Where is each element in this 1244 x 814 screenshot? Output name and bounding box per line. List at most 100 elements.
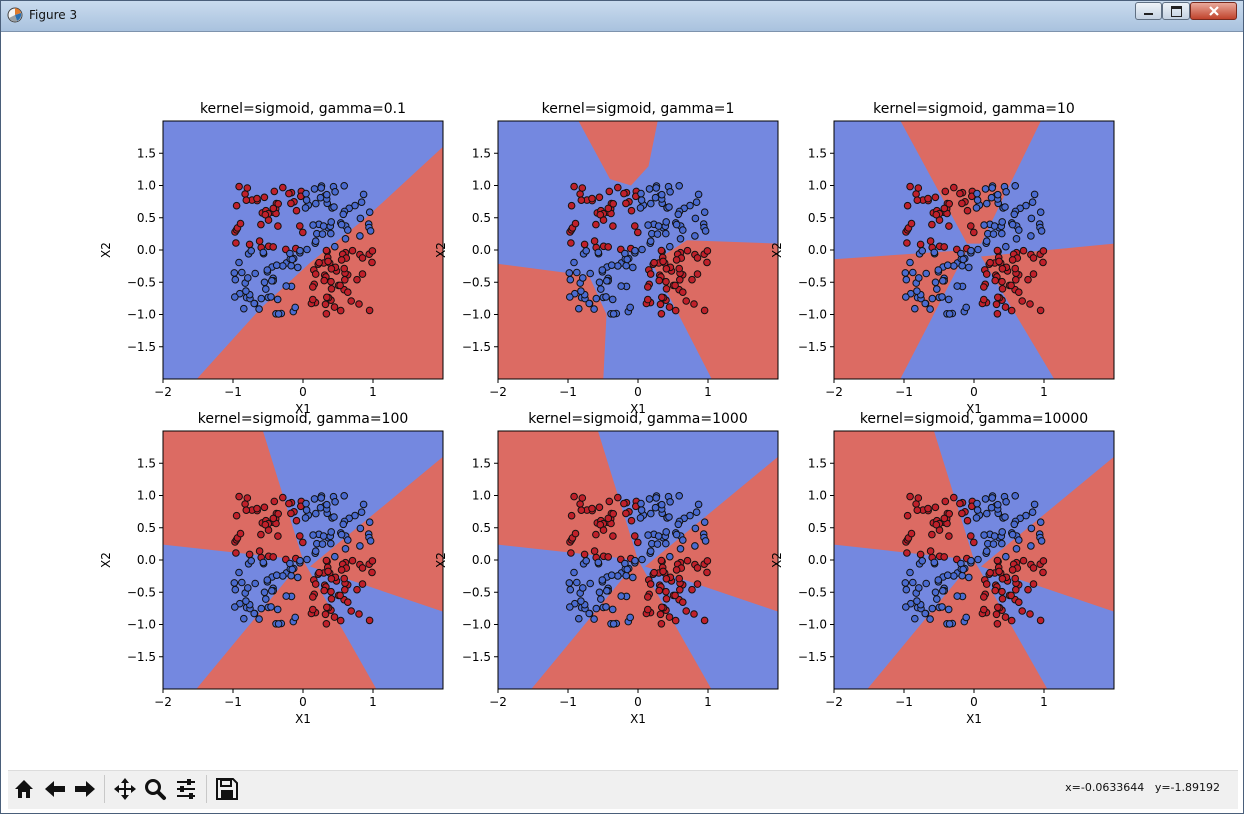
scatter-point [959, 255, 968, 264]
scatter-point [571, 529, 580, 538]
subplot-title: kernel=sigmoid, gamma=10 [873, 101, 1075, 117]
y-tick-label: −1.0 [127, 308, 156, 322]
scatter-point [1036, 306, 1045, 315]
scatter-point [688, 275, 696, 284]
y-tick-label: −0.5 [798, 275, 827, 289]
scatter-point [232, 511, 241, 520]
scatter-point [665, 513, 673, 521]
scatter-point [994, 190, 1002, 199]
decision-region [163, 121, 443, 379]
scatter-point [291, 613, 300, 622]
scatter-point [1007, 616, 1016, 625]
forward-button[interactable] [71, 775, 99, 803]
scatter-point [980, 295, 988, 304]
scatter-point [931, 588, 940, 597]
scatter-point [336, 616, 345, 625]
scatter-point [267, 603, 275, 611]
scatter-point [913, 287, 921, 295]
scatter-point [309, 221, 317, 229]
title-bar[interactable]: Figure 3 [1, 1, 1243, 32]
scatter-point [315, 258, 323, 267]
scatter-point [679, 536, 687, 544]
scatter-point [655, 586, 664, 595]
scatter-point [245, 550, 254, 559]
scatter-point [970, 538, 978, 547]
coord-y: y=-1.89192 [1154, 781, 1220, 794]
scatter-point [1008, 530, 1017, 539]
x-tick-label: 0 [299, 695, 307, 709]
scatter-point [341, 586, 349, 594]
decision-region-polygon [900, 121, 1041, 244]
scatter-point [598, 266, 607, 274]
back-button[interactable] [41, 775, 69, 803]
scatter-point [967, 246, 975, 255]
scatter-point [980, 605, 988, 614]
scatter-point [1018, 607, 1027, 615]
save-button[interactable] [213, 775, 241, 803]
configure-subplots-button[interactable] [172, 775, 200, 803]
x-tick-label: 0 [634, 385, 642, 399]
scatter-point [970, 228, 978, 237]
scatter-point [353, 585, 361, 594]
scatter-point [1015, 536, 1023, 544]
scatter-point [629, 573, 637, 582]
scatter-point [339, 210, 348, 219]
scatter-point [651, 503, 660, 512]
scatter-point [270, 497, 279, 506]
scatter-point [366, 227, 375, 235]
toolbar-separator [104, 775, 105, 803]
scatter-point [358, 270, 367, 278]
scatter-point [1010, 210, 1019, 219]
scatter-point [963, 206, 972, 215]
close-button[interactable] [1190, 2, 1237, 20]
x-tick-label: −2 [154, 385, 172, 399]
scatter-point [631, 556, 639, 565]
scatter-point [566, 603, 574, 611]
scatter-point [958, 199, 966, 208]
scatter-point [967, 556, 975, 565]
scatter-point [962, 303, 971, 312]
scatter-point [617, 282, 626, 290]
maximize-button[interactable] [1162, 2, 1190, 20]
x-tick-label: −2 [825, 385, 843, 399]
scatter-point [631, 532, 639, 540]
y-tick-label: −1.5 [462, 650, 491, 664]
scatter-point [990, 222, 999, 230]
scatter-point [294, 573, 302, 582]
pan-button[interactable] [111, 775, 139, 803]
scatter-point [236, 219, 245, 228]
scatter-point [636, 204, 645, 212]
x-tick-label: 1 [369, 695, 377, 709]
decision-region-polygon [531, 560, 712, 689]
scatter-point [683, 556, 692, 565]
scatter-point [934, 266, 943, 274]
minimize-button[interactable] [1135, 2, 1162, 20]
home-button[interactable] [10, 775, 38, 803]
figure-canvas[interactable]: −2 −1 0 1 1.5 1.0 0.5 0.0 −0.5 −1.0 −1.5 kernel=sig… [8, 32, 1238, 770]
x-tick-label: −2 [154, 695, 172, 709]
scatter-point [1027, 232, 1035, 240]
scatter-point [903, 549, 911, 557]
scatter-point [303, 245, 311, 254]
scatter-point [242, 506, 251, 515]
scatter-point [580, 240, 589, 249]
zoom-button[interactable] [141, 775, 169, 803]
scatter-point [580, 550, 589, 559]
scatter-point [657, 620, 666, 628]
scatter-point [941, 497, 950, 506]
scatter-point [915, 584, 923, 592]
scatter-point [967, 222, 975, 230]
scatter-point [1028, 508, 1037, 517]
scatter-point [231, 275, 240, 284]
scatter-point [691, 214, 700, 223]
scatter-point [688, 585, 696, 594]
scatter-point [604, 243, 613, 251]
scatter-point [998, 539, 1006, 548]
scatter-point [244, 274, 252, 282]
scatter-point [578, 184, 587, 192]
scatter-point [972, 514, 981, 522]
scatter-point [1001, 303, 1010, 311]
scatter-point [316, 503, 325, 512]
x-tick-label: 0 [634, 695, 642, 709]
scatter-point [671, 281, 679, 290]
